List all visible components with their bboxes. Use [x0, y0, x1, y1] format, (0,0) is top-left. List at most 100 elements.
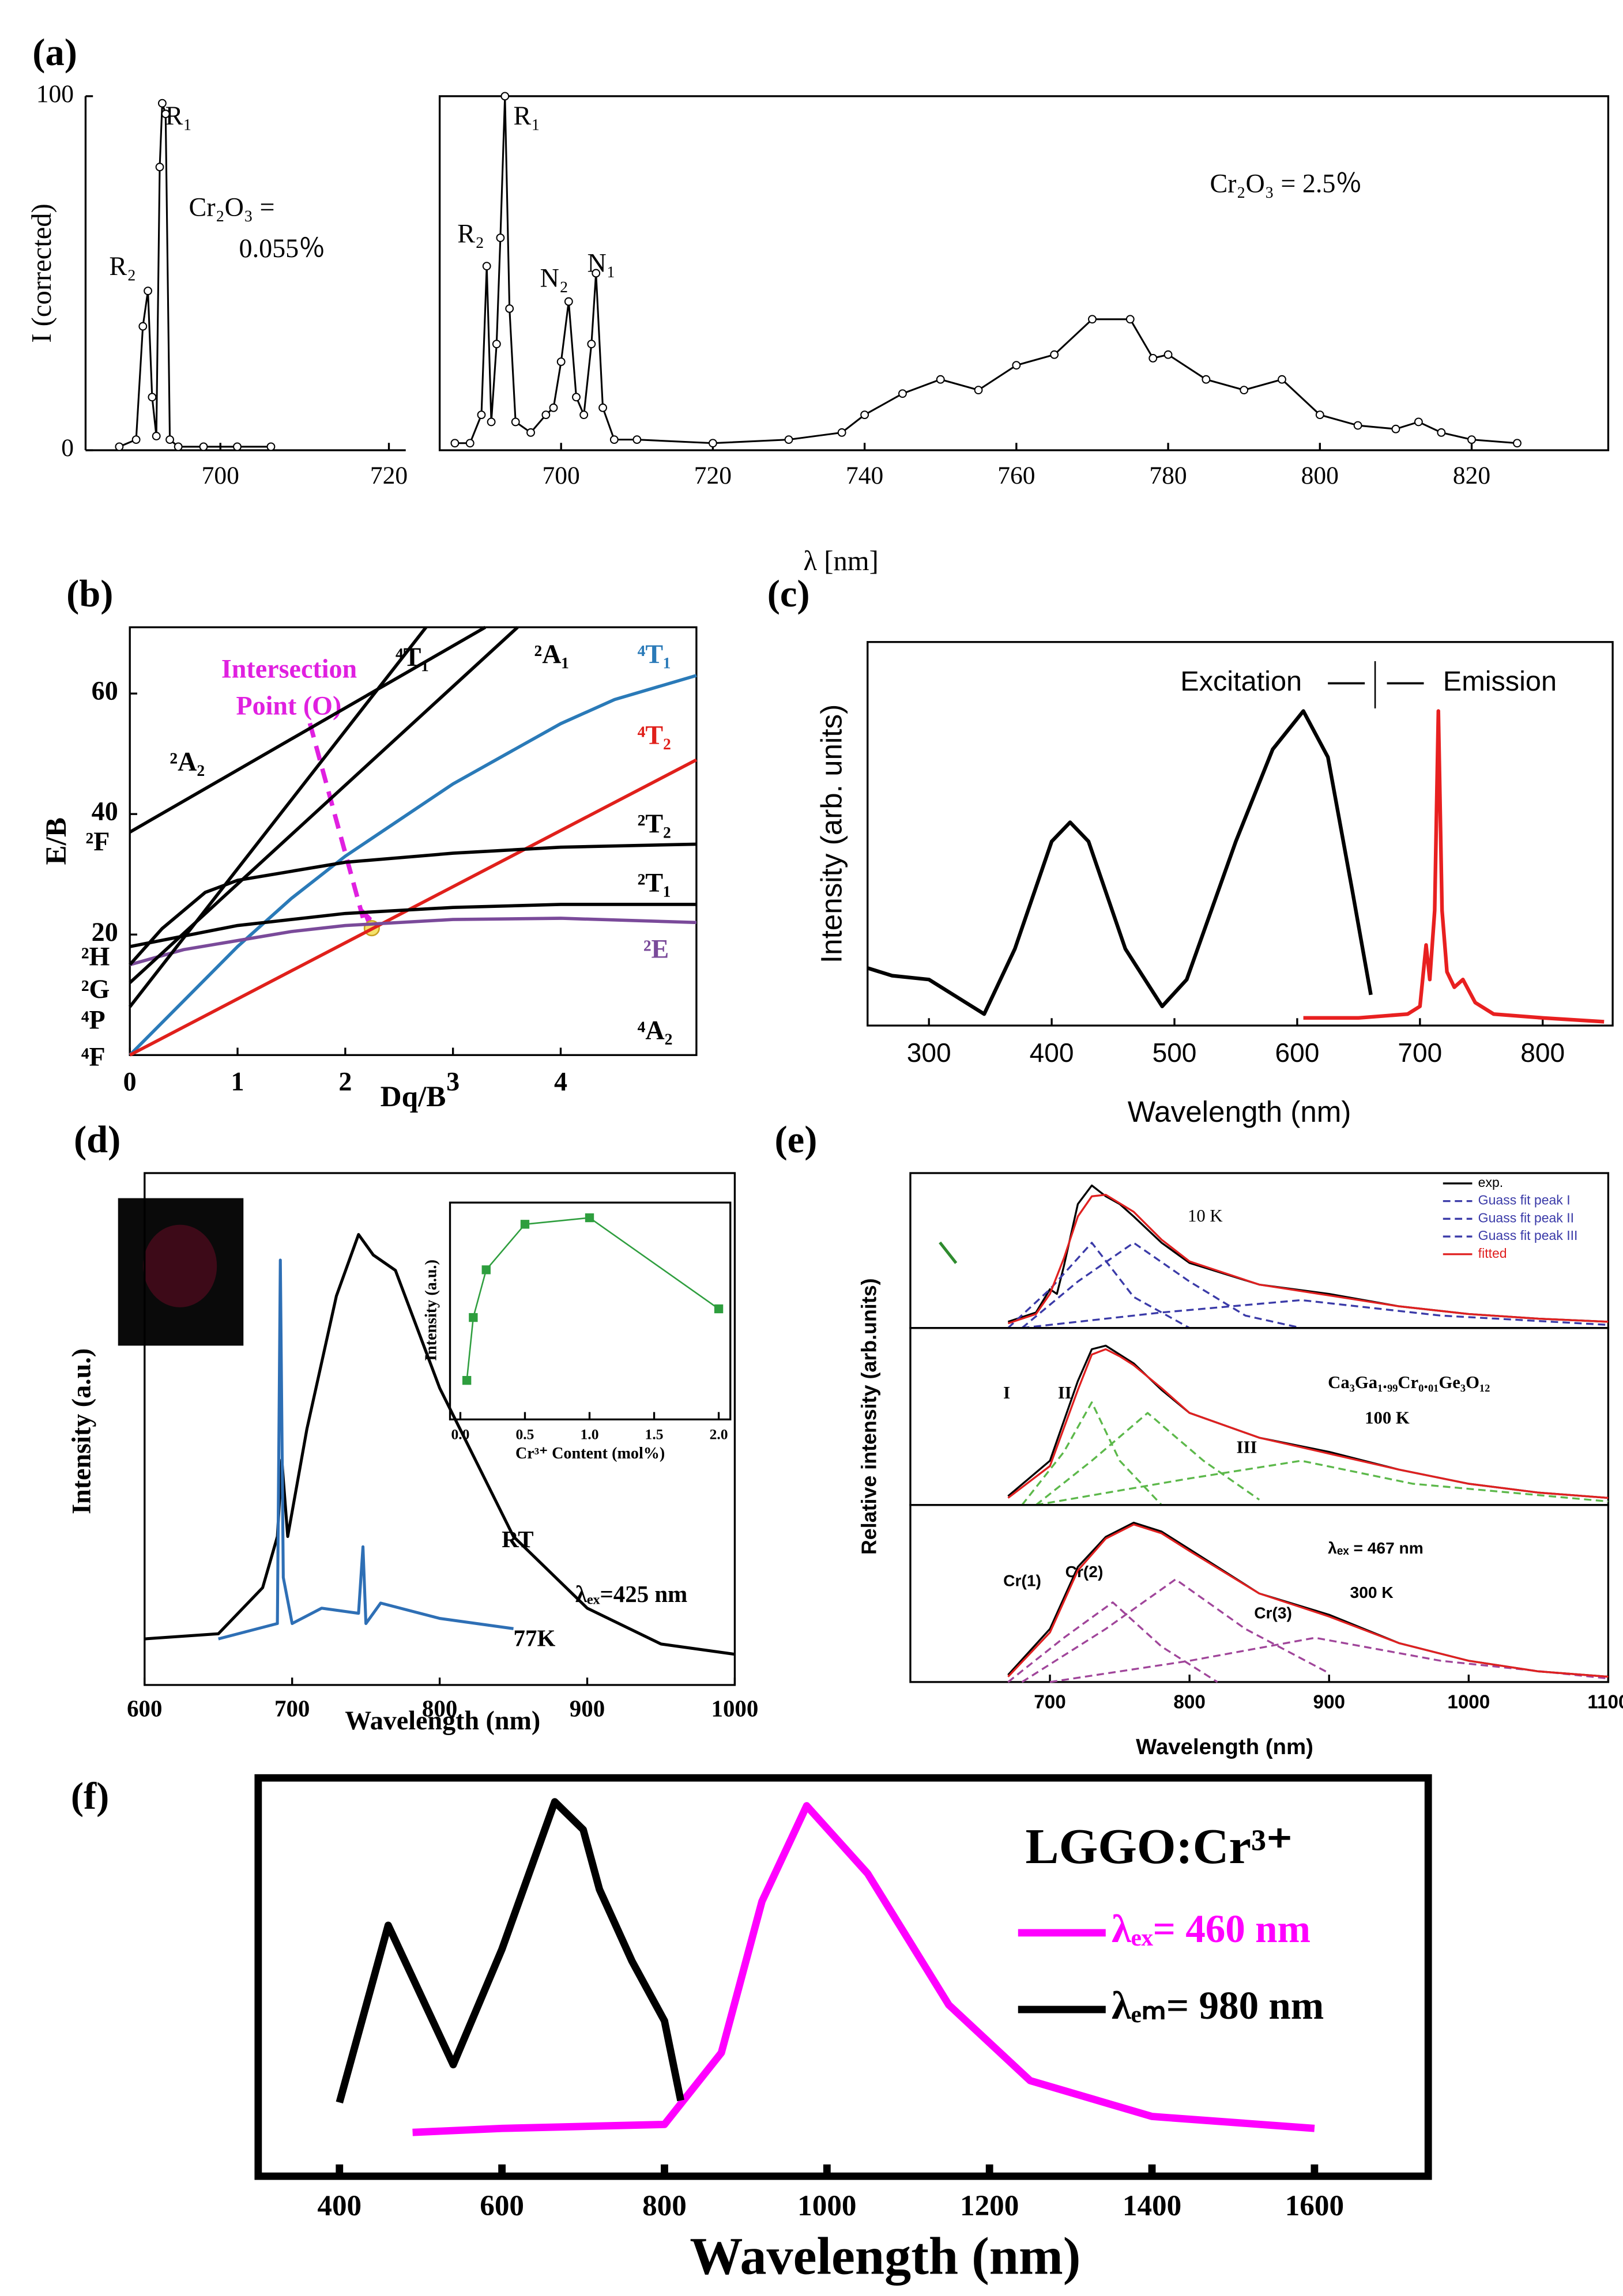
data-line: [129, 625, 487, 834]
x-tick-label: 600: [127, 1695, 162, 1721]
data-point: [492, 340, 501, 349]
plot-frame: [909, 1327, 1610, 1506]
legend-title: LGGO:Cr³⁺: [1026, 1818, 1293, 1874]
data-point: [152, 432, 161, 440]
x-tick-label: 1600: [1285, 2189, 1344, 2222]
x-tick-label: 1.5: [645, 1426, 664, 1442]
data-line: [1007, 1523, 1609, 1678]
legend-label: Guass fit peak I: [1478, 1193, 1571, 1208]
x-axis-label: Cr³⁺ Content (mol%): [515, 1445, 665, 1462]
x-tick-label: 1400: [1123, 2189, 1181, 2222]
data-point: [131, 435, 141, 444]
data-line: [867, 709, 1373, 1016]
x-tick-label: 1: [231, 1067, 244, 1096]
x-tick-label: 720: [694, 462, 732, 489]
data-line: [1007, 1193, 1609, 1325]
y-tick-label: 60: [92, 676, 118, 706]
data-line: [1035, 1412, 1260, 1506]
annotation: Cr(1): [1003, 1571, 1041, 1589]
plot-frame: [449, 1201, 732, 1421]
annotation: 100 K: [1365, 1408, 1410, 1427]
x-tick-label: 700: [274, 1695, 310, 1721]
data-line: [1303, 709, 1605, 1024]
data-point: [598, 403, 607, 412]
y-tick-label: 40: [92, 797, 118, 826]
data-line: [466, 1217, 720, 1381]
data-line: [129, 674, 697, 1057]
data-line: [129, 758, 698, 1057]
data-point: [632, 435, 642, 444]
plot-frame: [909, 1504, 1610, 1683]
x-tick-label: 2.0: [710, 1426, 728, 1442]
data-point: [469, 1313, 478, 1322]
x-axis-label: λ [nm]: [804, 545, 879, 576]
annotation: ²A₁: [534, 639, 569, 669]
inset-glow: [143, 1224, 217, 1307]
data-point: [564, 297, 573, 306]
green-arrow: [939, 1241, 958, 1264]
data-point: [157, 99, 167, 108]
x-tick-label: 600: [480, 2189, 524, 2222]
data-line: [1022, 1299, 1609, 1329]
data-point: [898, 389, 907, 398]
annotation: 10 K: [1188, 1206, 1223, 1226]
x-axis-label: Wavelength (nm): [690, 2227, 1080, 2286]
x-tick-label: 600: [1275, 1038, 1320, 1068]
data-point: [609, 435, 619, 444]
x-tick-label: 700: [1034, 1691, 1065, 1713]
y-axis-label: Intensity (arb. units): [815, 704, 848, 963]
data-point: [477, 410, 486, 420]
annotation: Cr(2): [1065, 1563, 1104, 1581]
data-point: [1513, 439, 1522, 448]
data-point: [462, 1375, 472, 1385]
x-axis-label: Wavelength (nm): [1128, 1095, 1351, 1128]
data-point: [556, 357, 566, 366]
data-point: [161, 110, 170, 118]
data-point: [1012, 361, 1021, 370]
annotation: Ca₃Ga₁.₉₉Cr₀.₀₁Ge₃O₁₂: [1328, 1373, 1490, 1392]
annotation: ⁴T₂: [638, 721, 671, 750]
data-point: [714, 1304, 724, 1314]
annotation: Intersection: [221, 654, 357, 683]
legend-label: Guass fit peak III: [1478, 1228, 1578, 1243]
data-point: [1125, 315, 1135, 324]
annotation: ²G: [81, 974, 110, 1004]
data-point: [266, 442, 276, 451]
x-tick-label: 0.0: [451, 1426, 469, 1442]
x-tick-label: 1000: [1447, 1691, 1490, 1713]
data-point: [233, 442, 242, 451]
data-point: [526, 428, 535, 437]
annotation: ²A₂: [170, 747, 205, 776]
data-line: [218, 1258, 514, 1641]
data-point: [481, 1265, 491, 1275]
data-line: [144, 1233, 735, 1656]
legend-label: exp.: [1478, 1175, 1504, 1190]
legend-label: Guass fit peak II: [1478, 1210, 1574, 1225]
annotation: 300 K: [1350, 1584, 1394, 1601]
data-point: [1437, 428, 1446, 437]
x-tick-label: 2: [338, 1067, 352, 1096]
panel-label: (d): [74, 1119, 120, 1161]
x-tick-label: 700: [543, 462, 580, 489]
data-point: [500, 92, 510, 101]
x-tick-label: 1200: [960, 2189, 1019, 2222]
data-point: [587, 340, 596, 349]
data-line: [129, 903, 696, 948]
data-line: [1007, 1348, 1609, 1499]
data-line: [119, 102, 271, 448]
plot-frame: [867, 641, 1614, 1027]
data-point: [1240, 386, 1249, 395]
annotation: N₂: [540, 263, 568, 292]
data-point: [708, 439, 717, 448]
panel-label: (a): [32, 32, 77, 74]
data-line: [1007, 1242, 1190, 1329]
data-point: [465, 439, 475, 448]
legend-label: fitted: [1478, 1246, 1507, 1261]
x-tick-label: 500: [1153, 1038, 1197, 1068]
data-point: [572, 393, 581, 402]
plot-frame: [254, 1774, 1432, 2180]
annotation: N₁: [588, 248, 616, 278]
y-axis-label: Intensity (a.u.): [422, 1260, 440, 1361]
